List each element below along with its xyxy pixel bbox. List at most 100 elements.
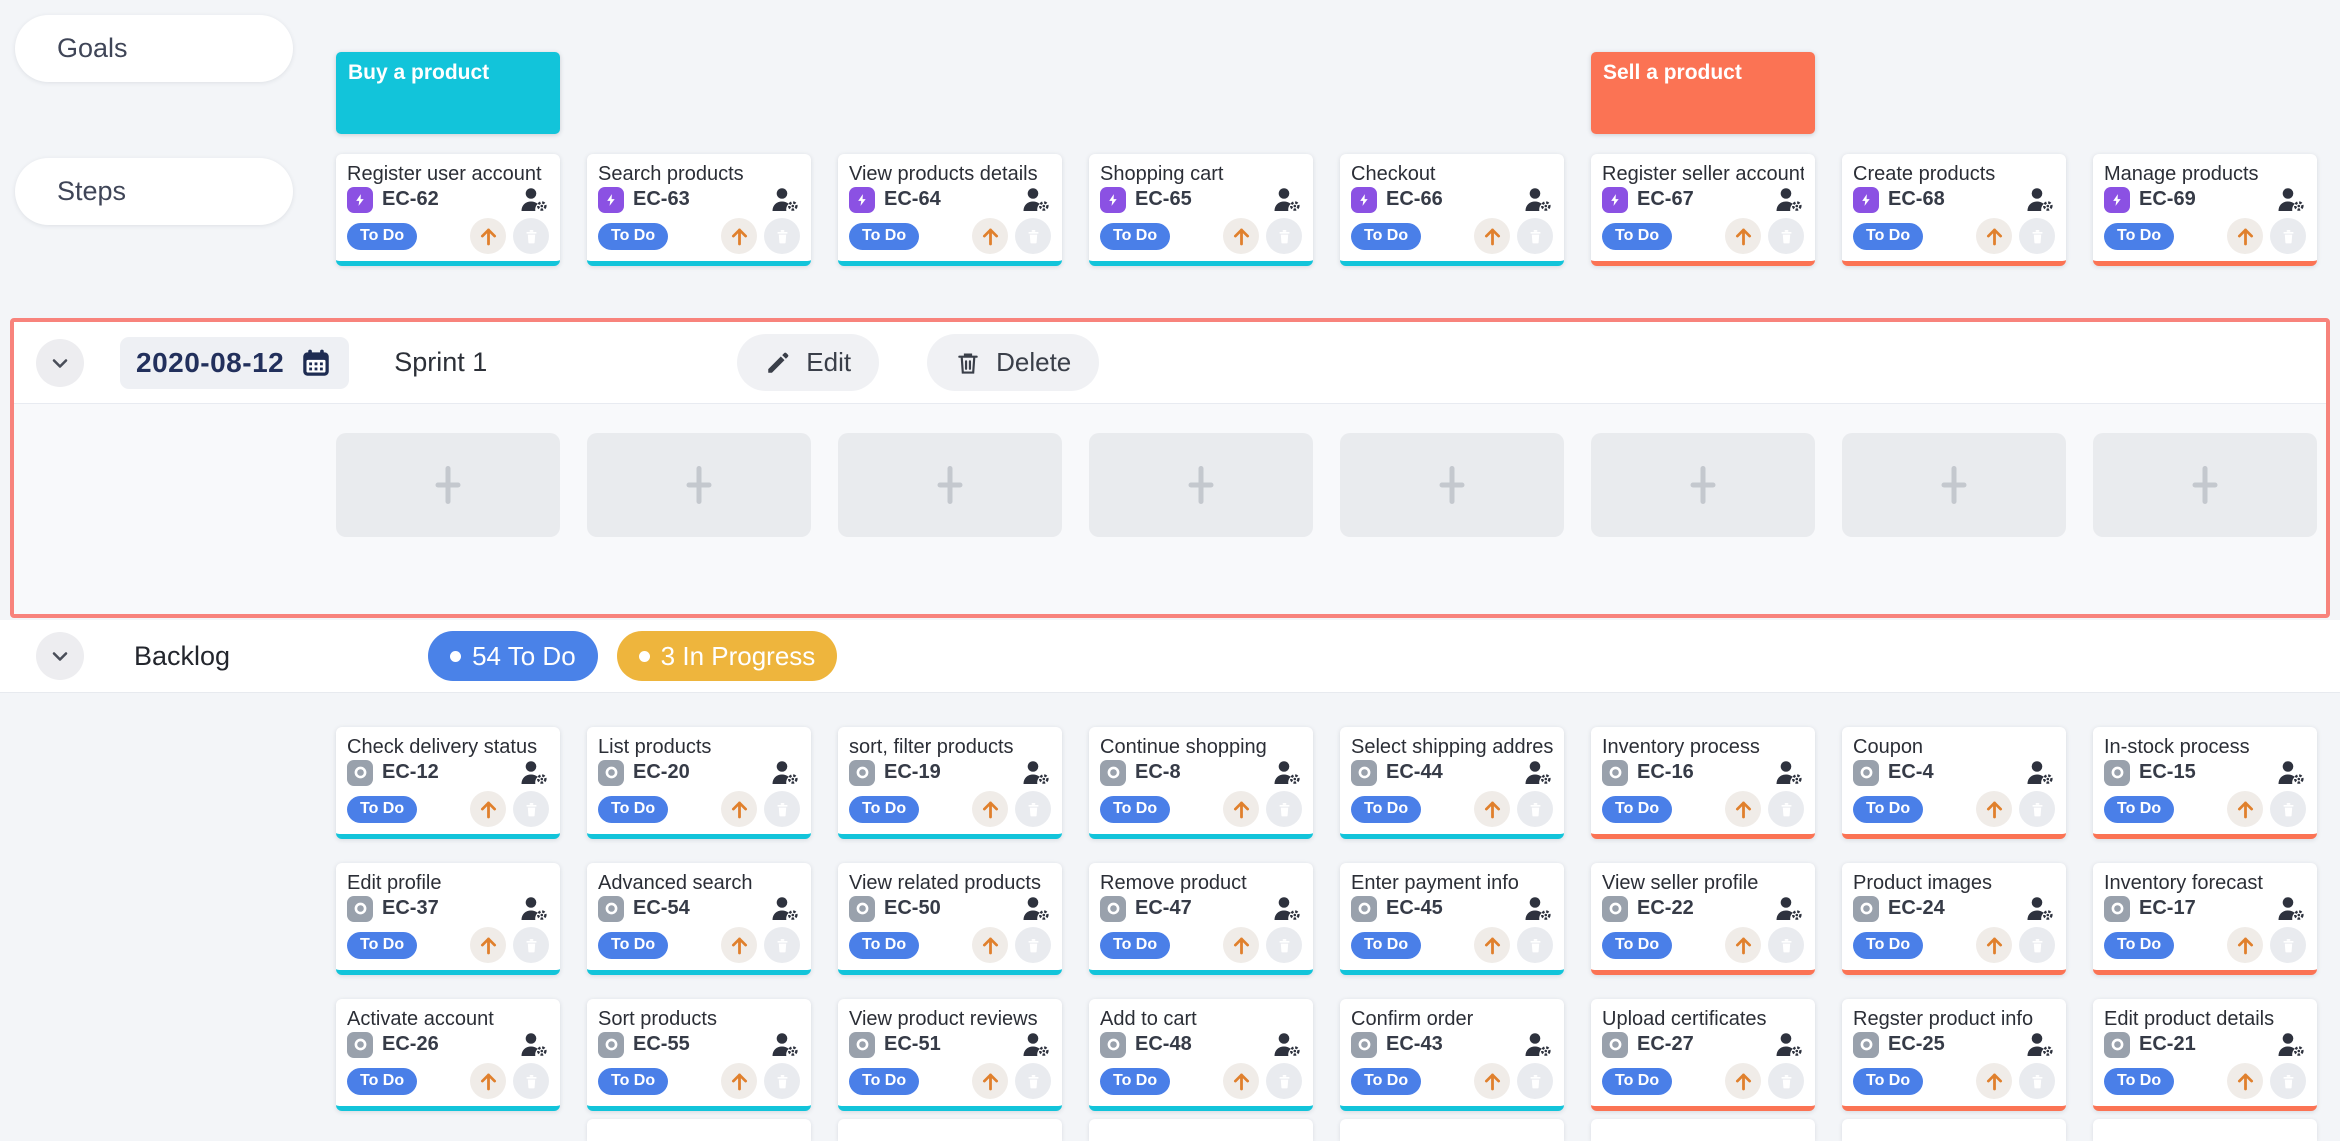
- status-badge[interactable]: To Do: [1602, 222, 1673, 250]
- card-delete-button[interactable]: [1768, 791, 1804, 827]
- backlog-status-filter-badge[interactable]: 54 To Do: [428, 631, 598, 681]
- priority-up-button[interactable]: [470, 1063, 506, 1099]
- status-badge[interactable]: To Do: [2104, 795, 2175, 823]
- card[interactable]: [838, 1119, 1062, 1141]
- status-badge[interactable]: To Do: [1602, 1067, 1673, 1095]
- card-delete-button[interactable]: [1768, 218, 1804, 254]
- priority-up-button[interactable]: [470, 927, 506, 963]
- assignee-button[interactable]: [1774, 187, 1804, 212]
- card-delete-button[interactable]: [1517, 791, 1553, 827]
- card[interactable]: Select shipping address EC-44 To Do: [1340, 727, 1564, 839]
- status-badge[interactable]: To Do: [849, 795, 920, 823]
- card[interactable]: Checkout EC-66 To Do: [1340, 154, 1564, 266]
- priority-up-button[interactable]: [470, 218, 506, 254]
- assignee-button[interactable]: [2276, 187, 2306, 212]
- card-delete-button[interactable]: [1015, 218, 1051, 254]
- assignee-button[interactable]: [770, 760, 800, 785]
- card[interactable]: Inventory forecast EC-17 To Do: [2093, 863, 2317, 975]
- assignee-button[interactable]: [2276, 760, 2306, 785]
- assignee-button[interactable]: [1523, 1032, 1553, 1057]
- assignee-button[interactable]: [1272, 187, 1302, 212]
- assignee-button[interactable]: [2025, 1032, 2055, 1057]
- add-card-placeholder[interactable]: [1089, 433, 1313, 537]
- assignee-button[interactable]: [1774, 1032, 1804, 1057]
- assignee-button[interactable]: [2025, 760, 2055, 785]
- card[interactable]: [1842, 1119, 2066, 1141]
- priority-up-button[interactable]: [1223, 1063, 1259, 1099]
- priority-up-button[interactable]: [1976, 218, 2012, 254]
- assignee-button[interactable]: [1523, 896, 1553, 921]
- card-delete-button[interactable]: [1266, 927, 1302, 963]
- card[interactable]: Create products EC-68 To Do: [1842, 154, 2066, 266]
- priority-up-button[interactable]: [972, 927, 1008, 963]
- card[interactable]: View product reviews EC-51 To Do: [838, 999, 1062, 1111]
- assignee-button[interactable]: [519, 1032, 549, 1057]
- card-delete-button[interactable]: [513, 791, 549, 827]
- add-card-placeholder[interactable]: [336, 433, 560, 537]
- assignee-button[interactable]: [1523, 187, 1553, 212]
- priority-up-button[interactable]: [721, 1063, 757, 1099]
- card-delete-button[interactable]: [2019, 1063, 2055, 1099]
- status-badge[interactable]: To Do: [849, 222, 920, 250]
- card[interactable]: View related products EC-50 To Do: [838, 863, 1062, 975]
- assignee-button[interactable]: [1523, 760, 1553, 785]
- status-badge[interactable]: To Do: [1853, 222, 1924, 250]
- card[interactable]: Inventory process EC-16 To Do: [1591, 727, 1815, 839]
- assignee-button[interactable]: [2025, 187, 2055, 212]
- status-badge[interactable]: To Do: [1100, 1067, 1171, 1095]
- priority-up-button[interactable]: [972, 1063, 1008, 1099]
- priority-up-button[interactable]: [1725, 791, 1761, 827]
- card[interactable]: Shopping cart EC-65 To Do: [1089, 154, 1313, 266]
- assignee-button[interactable]: [2276, 1032, 2306, 1057]
- card-delete-button[interactable]: [764, 1063, 800, 1099]
- priority-up-button[interactable]: [1223, 791, 1259, 827]
- card[interactable]: Register seller account EC-67 To Do: [1591, 154, 1815, 266]
- card-delete-button[interactable]: [1266, 1063, 1302, 1099]
- assignee-button[interactable]: [1021, 896, 1051, 921]
- status-badge[interactable]: To Do: [2104, 222, 2175, 250]
- assignee-button[interactable]: [1021, 1032, 1051, 1057]
- priority-up-button[interactable]: [1725, 218, 1761, 254]
- priority-up-button[interactable]: [972, 791, 1008, 827]
- card-delete-button[interactable]: [764, 218, 800, 254]
- card[interactable]: Register user account EC-62 To Do: [336, 154, 560, 266]
- status-badge[interactable]: To Do: [1602, 795, 1673, 823]
- status-badge[interactable]: To Do: [347, 931, 418, 959]
- sprint-edit-button[interactable]: Edit: [737, 334, 880, 391]
- card-delete-button[interactable]: [2019, 791, 2055, 827]
- card[interactable]: Regster product info EC-25 To Do: [1842, 999, 2066, 1111]
- backlog-status-filter-badge[interactable]: 3 In Progress: [616, 631, 838, 681]
- card-delete-button[interactable]: [2019, 927, 2055, 963]
- card[interactable]: Confirm order EC-43 To Do: [1340, 999, 1564, 1111]
- card-delete-button[interactable]: [1015, 927, 1051, 963]
- card[interactable]: Remove product EC-47 To Do: [1089, 863, 1313, 975]
- status-badge[interactable]: To Do: [1853, 795, 1924, 823]
- card[interactable]: Check delivery status EC-12 To Do: [336, 727, 560, 839]
- add-card-placeholder[interactable]: [587, 433, 811, 537]
- status-badge[interactable]: To Do: [2104, 1067, 2175, 1095]
- assignee-button[interactable]: [1272, 760, 1302, 785]
- status-badge[interactable]: To Do: [1351, 931, 1422, 959]
- card[interactable]: Advanced search EC-54 To Do: [587, 863, 811, 975]
- priority-up-button[interactable]: [1976, 927, 2012, 963]
- card-delete-button[interactable]: [1015, 791, 1051, 827]
- priority-up-button[interactable]: [1223, 218, 1259, 254]
- priority-up-button[interactable]: [972, 218, 1008, 254]
- sprint-delete-button[interactable]: Delete: [927, 334, 1100, 391]
- card-delete-button[interactable]: [513, 927, 549, 963]
- status-badge[interactable]: To Do: [347, 795, 418, 823]
- assignee-button[interactable]: [1774, 896, 1804, 921]
- status-badge[interactable]: To Do: [2104, 931, 2175, 959]
- add-card-placeholder[interactable]: [2093, 433, 2317, 537]
- card[interactable]: [1591, 1119, 1815, 1141]
- goal-card[interactable]: Buy a product: [336, 52, 560, 134]
- card[interactable]: Product images EC-24 To Do: [1842, 863, 2066, 975]
- status-badge[interactable]: To Do: [1351, 1067, 1422, 1095]
- card[interactable]: Edit product details EC-21 To Do: [2093, 999, 2317, 1111]
- status-badge[interactable]: To Do: [1853, 1067, 1924, 1095]
- goal-card[interactable]: Sell a product: [1591, 52, 1815, 134]
- status-badge[interactable]: To Do: [598, 1067, 669, 1095]
- assignee-button[interactable]: [2025, 896, 2055, 921]
- priority-up-button[interactable]: [1976, 791, 2012, 827]
- card-delete-button[interactable]: [2270, 1063, 2306, 1099]
